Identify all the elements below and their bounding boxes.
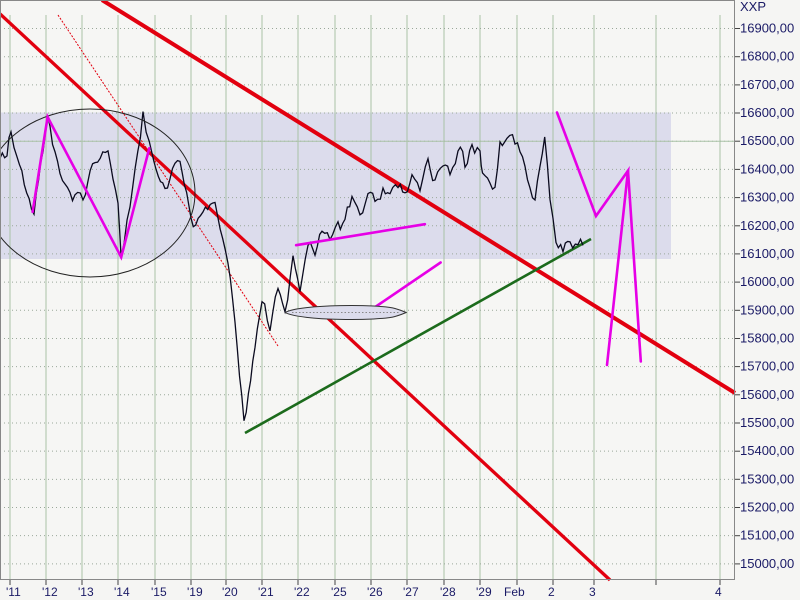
- svg-text:'14: '14: [114, 585, 130, 599]
- svg-text:'22: '22: [294, 585, 310, 599]
- svg-text:2: 2: [548, 585, 555, 599]
- svg-text:15000,00: 15000,00: [740, 556, 794, 571]
- svg-text:4: 4: [715, 585, 722, 599]
- svg-text:15200,00: 15200,00: [740, 500, 794, 515]
- svg-text:16900,00: 16900,00: [740, 21, 794, 36]
- svg-text:16600,00: 16600,00: [740, 105, 794, 120]
- svg-text:3: 3: [589, 585, 596, 599]
- svg-text:16700,00: 16700,00: [740, 77, 794, 92]
- svg-text:'29: '29: [476, 585, 492, 599]
- svg-text:'25: '25: [331, 585, 347, 599]
- svg-text:15400,00: 15400,00: [740, 443, 794, 458]
- svg-text:15900,00: 15900,00: [740, 302, 794, 317]
- svg-text:'20: '20: [222, 585, 238, 599]
- svg-text:15700,00: 15700,00: [740, 359, 794, 374]
- svg-text:15500,00: 15500,00: [740, 415, 794, 430]
- svg-text:'26: '26: [367, 585, 383, 599]
- svg-text:16200,00: 16200,00: [740, 218, 794, 233]
- svg-text:'21: '21: [258, 585, 274, 599]
- svg-text:15600,00: 15600,00: [740, 387, 794, 402]
- svg-text:'11: '11: [6, 585, 21, 599]
- svg-text:16800,00: 16800,00: [740, 49, 794, 64]
- svg-text:'28: '28: [440, 585, 456, 599]
- svg-text:16500,00: 16500,00: [740, 133, 794, 148]
- svg-text:XXP: XXP: [740, 0, 766, 14]
- svg-text:'15: '15: [151, 585, 167, 599]
- svg-text:16000,00: 16000,00: [740, 274, 794, 289]
- svg-text:16100,00: 16100,00: [740, 246, 794, 261]
- svg-text:15300,00: 15300,00: [740, 471, 794, 486]
- svg-text:15100,00: 15100,00: [740, 528, 794, 543]
- svg-text:'27: '27: [403, 585, 419, 599]
- svg-text:15800,00: 15800,00: [740, 330, 794, 345]
- svg-text:'13: '13: [78, 585, 94, 599]
- svg-text:Feb: Feb: [504, 585, 525, 599]
- svg-text:16300,00: 16300,00: [740, 190, 794, 205]
- svg-text:'19: '19: [187, 585, 203, 599]
- svg-text:'12: '12: [42, 585, 58, 599]
- svg-text:16400,00: 16400,00: [740, 161, 794, 176]
